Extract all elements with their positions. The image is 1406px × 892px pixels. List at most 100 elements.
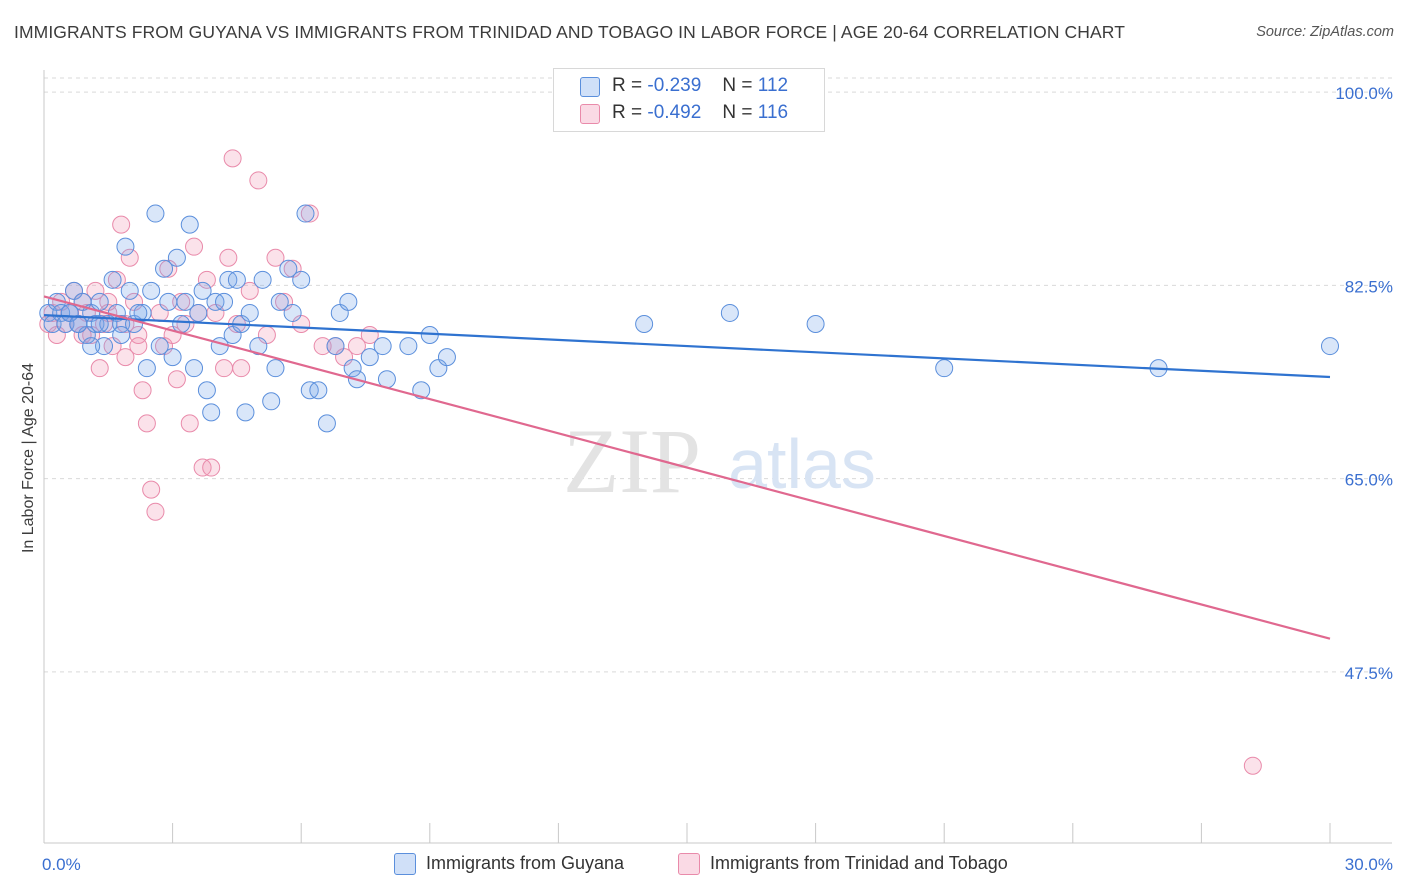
guyana-point [142,281,161,300]
trinidad-point [223,149,242,168]
guyana-point [253,270,272,289]
guyana-legend-swatch [394,853,416,875]
guyana-point [150,337,169,356]
trinidad-point [313,337,332,356]
source-note: Source: ZipAtlas.com [1256,24,1394,40]
legend-label-trinidad: Immigrants from Trinidad and Tobago [710,853,1008,873]
trinidad-point [90,359,109,378]
tick-labels: 47.5% 65.0% 82.5% 100.0% 0.0% 30.0% [42,84,1393,874]
trinidad-point [185,237,204,256]
guyana-point [155,259,174,278]
y-tick-label: 47.5% [1345,664,1393,683]
trinidad-point [129,337,148,356]
guyana-point [215,292,234,311]
guyana-point [167,248,186,267]
guyana-point [197,381,216,400]
trinidad-point [112,215,131,234]
trinidad-point [120,248,139,267]
guyana-point [180,215,199,234]
watermark: ZIP atlas [563,410,876,512]
n-value: 112 [757,75,789,96]
guyana-point [69,314,88,333]
guyana-point [1321,337,1339,356]
guyana-point [296,204,315,223]
stats-legend: R = -0.239 N = 112 R = -0.492 N = 116 [553,68,825,132]
r-value: -0.492 [647,102,702,123]
trinidad-point [133,381,152,400]
guyana-point [193,281,212,300]
trinidad-point [1243,756,1262,775]
guyana-point [227,270,246,289]
guyana-point [262,392,281,411]
guyana-point [133,303,152,322]
trinidad-point [197,270,216,289]
y-tick-label: 100.0% [1335,84,1393,103]
trinidad-point [180,414,199,433]
x-tick-label: 30.0% [1345,855,1393,874]
guyana-point [270,292,289,311]
n-value: 116 [757,102,789,123]
trend-lines [43,295,1331,640]
trinidad-point [219,248,238,267]
trinidad-trend-line [43,295,1331,640]
n-label: N = [722,102,753,123]
guyana-point [176,292,195,311]
r-label: R = [612,75,643,96]
watermark-atlas: atlas [728,425,876,503]
guyana-point [137,359,156,378]
guyana-point [90,314,109,333]
trinidad-point [176,314,195,333]
guyana-point [373,337,392,356]
trinidad-point [266,248,285,267]
guyana-point [326,337,345,356]
guyana-point [236,403,255,422]
guyana-point [120,281,139,300]
guyana-point [935,359,954,378]
guyana-point [399,337,418,356]
guyana-point [635,314,654,333]
trinidad-point [240,281,259,300]
trinidad-point [249,171,268,190]
guyana-point [159,292,178,311]
chart-title: IMMIGRANTS FROM GUYANA VS IMMIGRANTS FRO… [14,22,1125,42]
trinidad-point [232,359,251,378]
guyana-point [103,270,122,289]
guyana-swatch [580,77,600,97]
trinidad-point [137,414,156,433]
guyana-point [202,403,221,422]
guyana-trend-line [43,314,1331,379]
trinidad-swatch [580,104,600,124]
guyana-point [309,381,328,400]
n-label: N = [722,75,753,96]
guyana-point [82,337,101,356]
trinidad-point [300,204,319,223]
guyana-point [317,414,336,433]
guyana-point [806,314,825,333]
trinidad-point [172,292,191,311]
trinidad-legend-swatch [678,853,700,875]
guyana-point [360,348,379,367]
guyana-point [146,204,165,223]
trinidad-point [347,337,366,356]
trinidad-point [146,502,165,521]
r-label: R = [612,102,643,123]
trinidad-point [107,270,126,289]
y-tick-label: 82.5% [1345,277,1393,296]
guyana-point [112,326,131,345]
trinidad-point [142,480,161,499]
r-value: -0.239 [647,75,702,96]
guyana-point [240,303,259,322]
guyana-point [185,359,204,378]
guyana-point [437,348,456,367]
trinidad-point [116,348,135,367]
guyana-point [95,337,114,356]
watermark-zip: ZIP [563,410,701,512]
guyana-point [283,303,302,322]
guyana-point [266,359,285,378]
y-tick-label: 65.0% [1345,471,1393,490]
trinidad-point [86,281,105,300]
x-tick-label: 0.0% [42,855,81,874]
trinidad-point [215,359,234,378]
guyana-point [339,292,358,311]
